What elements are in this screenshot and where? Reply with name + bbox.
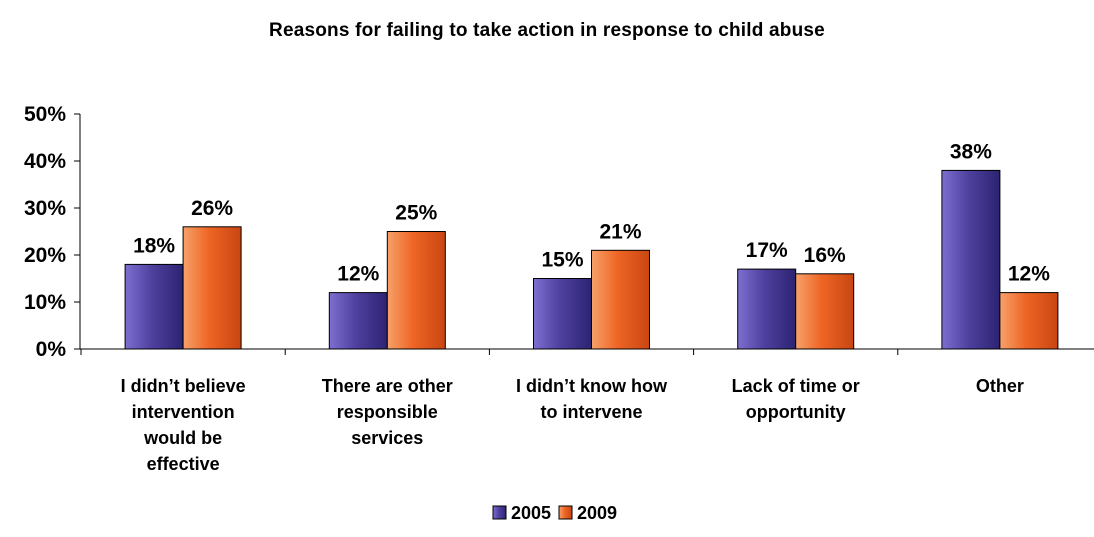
legend-label-2009: 2009 [577,503,617,523]
category-label: intervention [132,402,235,422]
bar-2005-3 [737,268,797,350]
axes: 0% 10% 20% 30% 40% 50% [24,103,1094,361]
labels: 18% 26% I didn’t believe intervention would … [121,140,1051,474]
bar-2009-3 [795,273,855,350]
data-label-2005-1: 12% [337,263,379,286]
data-label-2009-1: 25% [395,202,437,225]
data-label-2005-4: 38% [950,140,992,163]
y-tick-label: 20% [24,244,66,267]
category-label: opportunity [746,402,846,422]
bars [124,169,1059,350]
bar-2009-1 [386,231,446,350]
chart-title: Reasons for failing to take action in re… [269,20,825,41]
bar-2009-4 [999,292,1059,350]
y-tick-label: 50% [24,103,66,126]
data-label-2009-3: 16% [804,244,846,267]
legend: 2005 2009 [492,503,617,523]
data-label-2009-0: 26% [191,197,233,220]
bar-2005-1 [328,292,388,350]
data-label-2009-2: 21% [599,220,641,243]
category-label: would be [143,428,222,448]
legend-label-2005: 2005 [511,503,551,523]
bar-2005-4 [941,169,1001,350]
category-label: services [351,428,423,448]
data-label-2005-3: 17% [746,239,788,262]
category-label: responsible [337,402,438,422]
data-label-2005-2: 15% [541,249,583,272]
bar-2009-0 [182,226,242,350]
y-tick-label: 10% [24,291,66,314]
y-tick-label: 0% [36,338,67,361]
data-label-2005-0: 18% [133,234,175,257]
legend-swatch-2009 [558,505,573,520]
category-label: to intervene [540,402,642,422]
category-label: Other [976,376,1024,396]
y-tick-label: 40% [24,150,66,173]
legend-swatch-2005 [492,505,507,520]
category-label: I didn’t know how [516,376,668,396]
data-label-2009-4: 12% [1008,263,1050,286]
category-label: Lack of time or [732,376,860,396]
y-tick-label: 30% [24,197,66,220]
bar-2005-0 [124,263,184,350]
bar-2005-2 [533,278,592,350]
category-label: effective [147,454,220,474]
bar-2009-2 [591,249,650,350]
category-label: I didn’t believe [121,376,246,396]
category-label: There are other [322,376,453,396]
